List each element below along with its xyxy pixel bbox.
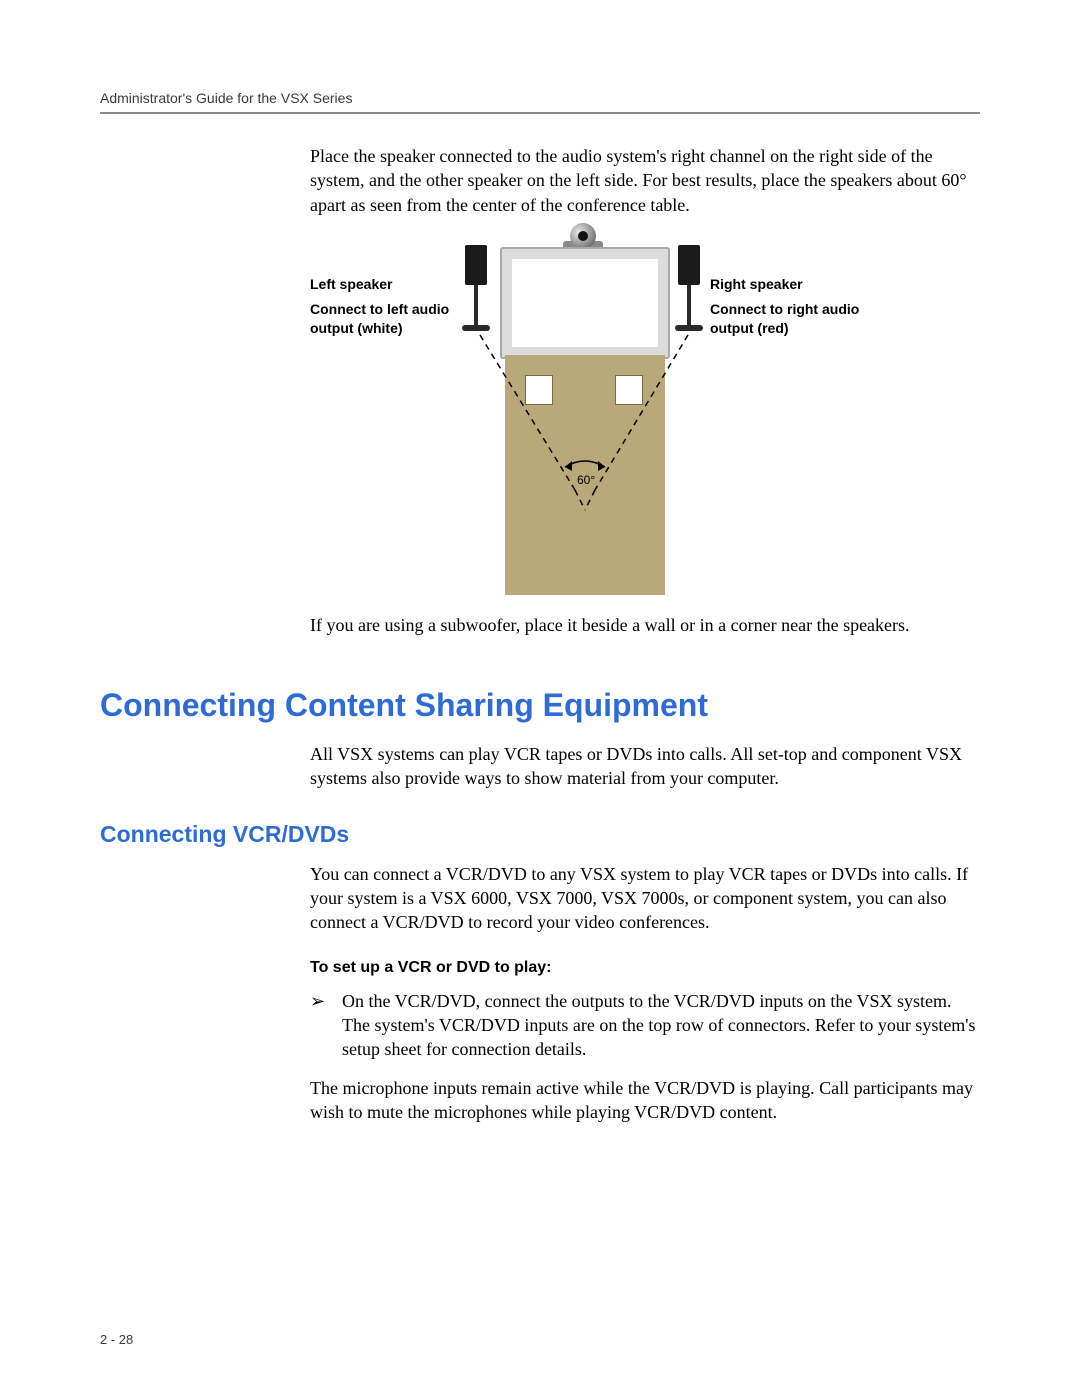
paragraph-mic-note: The microphone inputs remain active whil… [310, 1076, 980, 1125]
speaker-diagram: Left speaker Connect to left audio outpu… [310, 235, 980, 595]
angle-lines [310, 235, 870, 595]
page-number: 2 - 28 [100, 1332, 133, 1347]
heading-vcr-dvd: Connecting VCR/DVDs [100, 821, 980, 848]
heading-setup-vcr: To set up a VCR or DVD to play: [310, 959, 980, 977]
header-rule [100, 112, 980, 114]
bullet-text: On the VCR/DVD, connect the outputs to t… [342, 989, 980, 1062]
paragraph-vcr-connect: You can connect a VCR/DVD to any VSX sys… [310, 862, 980, 935]
bullet-item: ➢ On the VCR/DVD, connect the outputs to… [310, 989, 980, 1062]
paragraph-subwoofer: If you are using a subwoofer, place it b… [310, 613, 980, 637]
paragraph-content-sharing: All VSX systems can play VCR tapes or DV… [310, 742, 980, 791]
running-header: Administrator's Guide for the VSX Series [100, 90, 980, 106]
angle-value: 60° [577, 473, 595, 487]
paragraph-intro: Place the speaker connected to the audio… [310, 144, 980, 217]
bullet-arrow-icon: ➢ [310, 989, 330, 1062]
heading-content-sharing: Connecting Content Sharing Equipment [100, 687, 980, 724]
